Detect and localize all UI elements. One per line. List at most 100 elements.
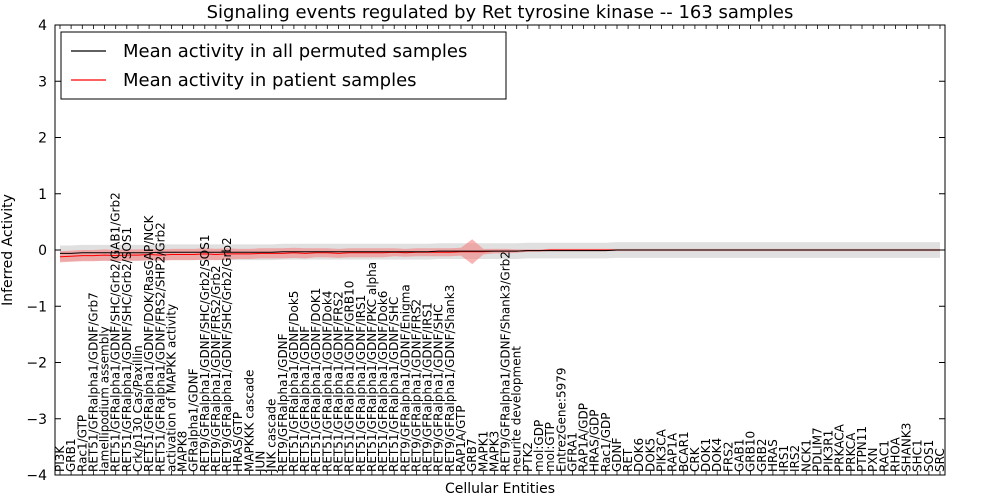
entity-label: PRKCA — [844, 432, 858, 472]
entity-label: GRB7 — [465, 438, 479, 472]
entity-label: DOK5 — [643, 438, 657, 472]
entity-label: MAPK8 — [176, 431, 190, 472]
entity-label: RET51/GFRalpha1/GDNF/SHC — [387, 297, 401, 472]
entity-label: lamellipodium assembly — [98, 326, 112, 472]
y-tick-label: 4 — [38, 18, 47, 34]
entity-label: RET51/GFRalpha1/GDNF/Dok6 — [376, 291, 390, 472]
entity-label: RET9/GFRalpha1/GDNF/FRS2 — [410, 299, 424, 472]
y-tick-label: 2 — [38, 131, 47, 147]
entity-label: RET51/GFRalpha1/GDNF/PKC alpha — [365, 262, 379, 472]
series-lines — [59, 249, 940, 258]
chart-title: Signaling events regulated by Ret tyrosi… — [207, 2, 794, 23]
entity-label: DOK1 — [699, 438, 713, 472]
entity-label: RAP1A/GTP — [454, 405, 468, 472]
entity-label: BCAR1 — [677, 431, 691, 472]
entity-label: GFRalpha1/GDNF — [187, 368, 201, 472]
entity-label: RAC1 — [877, 440, 891, 472]
entity-label: EntrezGene:5979 — [554, 368, 568, 473]
entity-label: PI3K — [53, 445, 67, 472]
entity-label: RET9/GFRalpha1/GDNF/FRS2/Grb2 — [209, 265, 223, 472]
entity-label: RET51/GFRalpha1/GDNF/IRS1 — [354, 295, 368, 472]
y-tick-label: −3 — [26, 412, 47, 428]
legend-box — [60, 31, 507, 100]
entity-label: RET9/GFRalpha1/GDNF/Shank3 — [443, 285, 457, 472]
y-tick-label: −1 — [26, 299, 47, 315]
entity-label: RET51/GFRalpha1/GDNF/Dok5 — [287, 291, 301, 472]
entity-label: RET51/GFRalpha1/GDNF/GRB10 — [343, 281, 357, 472]
entity-label: mol:GTP — [543, 422, 557, 472]
entity-label: IRS2 — [788, 445, 802, 472]
series-line-permuted — [60, 249, 940, 254]
entity-label: GRB10 — [744, 431, 758, 472]
entity-label: PXN — [866, 448, 880, 472]
entity-label: DOK4 — [710, 438, 724, 472]
entity-label: JNK cascade — [265, 399, 279, 473]
entity-label: mol:GDP — [532, 420, 546, 472]
band-patient — [60, 239, 940, 265]
entity-label: Crk/p130 Cas/Paxillin — [131, 345, 145, 472]
entity-label: JUN — [254, 451, 268, 473]
entity-label: SRC — [933, 448, 947, 472]
entity-label: RET51/GFRalpha1/GDNF/DOK1 — [309, 288, 323, 472]
entity-label: RET9/GFRalpha1/GDNF/SHC/Grb2/Grb2 — [220, 237, 234, 472]
entity-label: HRAS/GDP — [588, 409, 602, 472]
entity-label: MAPK3 — [487, 431, 501, 472]
entity-label: GFRA1 — [565, 432, 579, 472]
confidence-bands — [60, 239, 940, 265]
entity-label: RET51/GFRalpha1/GDNF/Dok4 — [320, 291, 334, 472]
entity-label: GRB1 — [64, 438, 78, 472]
entity-label: RET51/GFRalpha1/GDNF — [298, 326, 312, 472]
legend-label-patient: Mean activity in patient samples — [123, 70, 417, 91]
y-tick-label: −4 — [26, 468, 47, 484]
entity-label: DOK6 — [632, 438, 646, 472]
entity-label: HRAS — [766, 439, 780, 472]
entity-label: PTK2 — [521, 442, 535, 472]
entity-label: MAPK1 — [476, 431, 490, 472]
entity-label: MAPKKK cascade — [242, 370, 256, 472]
entity-label: RET51/GFRalpha1/GDNF/SHC/Grb2/GAB1/Grb2 — [109, 192, 123, 472]
entity-label: RET51/GFRalpha1/GDNF/SHC/Grb2/SOS1 — [120, 227, 134, 472]
entity-label: PIK3CA — [655, 428, 669, 472]
entity-label: RET9/GFRalpha1/GDNF/Shank3/Grb2 — [499, 251, 513, 472]
y-axis: 4 3 2 1 0 −1 −2 −3 −4 — [26, 18, 945, 484]
entity-label: SHC1 — [911, 439, 925, 472]
entity-label: PIK3R1 — [822, 430, 836, 472]
entity-label: SHANK3 — [900, 423, 914, 472]
entity-label: RET51/GFRalpha1/GDNF/Grb7 — [86, 292, 100, 472]
entity-label: RET9/GFRalpha1/GDNF/SHC — [432, 304, 446, 472]
entity-label: GAB1 — [733, 439, 747, 472]
entity-label: RET9/GFRalpha1/GDNF — [276, 333, 290, 472]
entity-label: NCK1 — [799, 439, 813, 472]
entity-label: GDNF — [610, 437, 624, 472]
entity-label: RET51/GFRalpha1/GDNF/FRS2 — [332, 291, 346, 472]
entity-label: RET51/GFRalpha1/GDNF/FRS2/SHP2/Grb2 — [153, 222, 167, 472]
entity-label: RET51/GFRalpha1/GDNF/DOK/RasGAP/NCK — [142, 214, 156, 472]
entity-label: RET — [621, 448, 635, 472]
entity-label: RET9/GFRalpha1/GDNF/SHC/Grb2/SOS1 — [198, 234, 212, 472]
entity-label: PDLIM7 — [811, 427, 825, 472]
y-tick-label: 0 — [38, 243, 47, 259]
y-tick-label: −2 — [26, 356, 47, 372]
x-tick-labels: PI3KGRB1Rac1/GTPRET51/GFRalpha1/GDNF/Grb… — [53, 25, 947, 475]
x-axis-title: Cellular Entities — [445, 481, 555, 497]
entity-label: PRKACA — [833, 423, 847, 472]
legend: Mean activity in all permuted samples Me… — [60, 31, 507, 100]
entity-label: SOS1 — [922, 440, 936, 472]
entity-label: GRB2 — [755, 438, 769, 472]
y-axis-title: Inferred Activity — [0, 194, 16, 306]
y-tick-label: 1 — [38, 187, 47, 203]
y-tick-label: 3 — [38, 74, 47, 90]
entity-label: RAP1A — [666, 432, 680, 472]
entity-label: Rac1/GDP — [599, 413, 613, 472]
entity-label: IRS1 — [777, 445, 791, 472]
entity-label: neurite development — [510, 346, 524, 472]
entity-label: HRAS/GTP — [231, 412, 245, 472]
entity-label: PTPN11 — [855, 426, 869, 472]
entity-label: FRS2 — [721, 442, 735, 473]
entity-label: RET9/GFRalpha1/GDNF/IRS1 — [421, 302, 435, 472]
entity-label: RET9/GFRalpha1/GDNF/Enigma — [398, 284, 412, 472]
entity-label: activation of MAPKK activity — [164, 304, 178, 472]
entity-label: RHOA — [888, 436, 902, 472]
entity-label: RAP1A/GDP — [577, 403, 591, 472]
